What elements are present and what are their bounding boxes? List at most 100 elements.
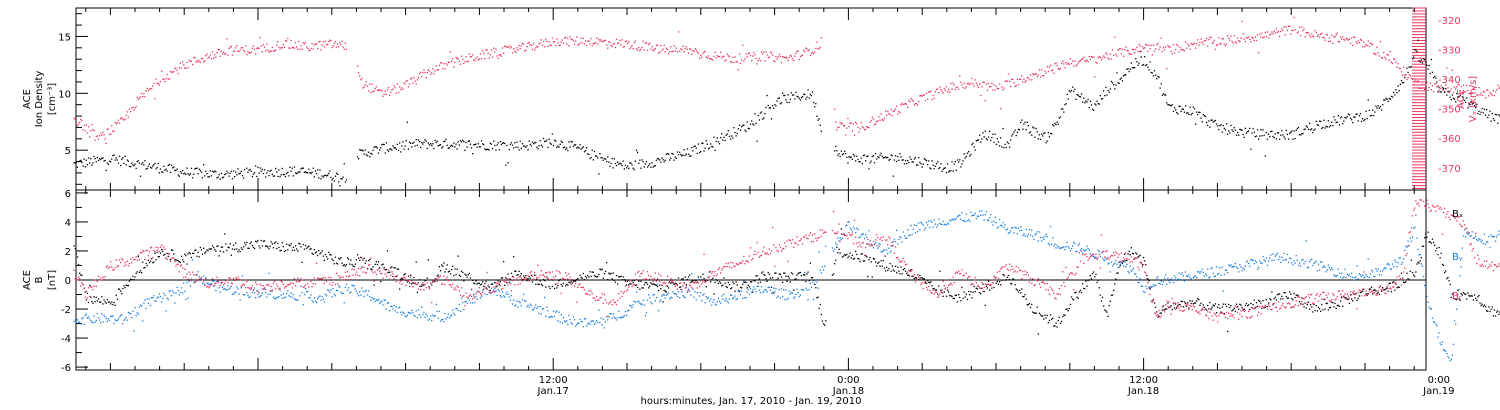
field-point-by [250, 288, 252, 290]
field-point-bx [1218, 304, 1220, 306]
velocity-point [230, 45, 232, 48]
field-point-by [713, 298, 715, 301]
density-point [391, 149, 393, 151]
density-point [1365, 110, 1367, 112]
field-point-by [1007, 232, 1010, 234]
density-point [575, 144, 577, 146]
field-point-by [632, 304, 634, 306]
density-point [623, 168, 625, 170]
velocity-point [707, 55, 710, 57]
field-point-by [1001, 225, 1003, 227]
field-point-bx [666, 285, 669, 287]
field-point-bx [959, 296, 961, 299]
velocity-point [1107, 57, 1109, 59]
velocity-point [198, 60, 200, 62]
field-point-bx [294, 245, 297, 247]
field-point-by [684, 296, 686, 299]
velocity-point [648, 43, 650, 46]
field-point-bx [1163, 309, 1166, 311]
field-point-by [113, 322, 115, 325]
field-point-by [1045, 233, 1047, 236]
density-point [84, 166, 86, 168]
field-point-by [887, 252, 889, 255]
field-point-bx [655, 284, 658, 286]
field-point-bx [1069, 303, 1072, 306]
velocity-point [623, 45, 625, 48]
field-point-by [762, 291, 764, 294]
velocity-point [93, 130, 95, 132]
density-point [738, 124, 741, 126]
density-point [902, 159, 904, 161]
density-point [196, 167, 198, 169]
density-point [803, 93, 805, 95]
density-point [920, 163, 922, 165]
density-point [442, 146, 444, 148]
field-point-bx [312, 253, 314, 255]
density-point [1497, 122, 1499, 124]
density-point [544, 140, 546, 143]
velocity-point [426, 72, 428, 74]
velocity-point [1028, 79, 1031, 81]
field-point-bx [1374, 289, 1376, 291]
field-point-bx [920, 277, 922, 279]
velocity-point [1219, 42, 1221, 45]
density-point [85, 159, 87, 161]
velocity-point [439, 62, 442, 64]
field-point-bx [1326, 302, 1328, 304]
field-point-bx [1170, 305, 1172, 307]
field-point-bx [124, 287, 126, 289]
field-point-by [965, 213, 967, 215]
velocity-point [158, 84, 160, 86]
field-point-by [997, 226, 1000, 228]
field-point-bx [965, 293, 967, 295]
density-point [145, 168, 147, 170]
field-point-by [73, 320, 75, 323]
field-point-by [705, 295, 707, 298]
velocity-point [387, 87, 390, 89]
field-point-by [339, 286, 341, 288]
velocity-point [860, 122, 862, 124]
velocity-point [588, 40, 590, 42]
field-point-by [255, 297, 257, 299]
density-point [99, 157, 101, 160]
field-point-by [315, 301, 318, 304]
velocity-point [658, 52, 660, 54]
field-point-by [748, 293, 751, 296]
density-point [1408, 66, 1410, 68]
density-point [1428, 64, 1430, 67]
field-point-by [248, 296, 250, 298]
density-point [718, 143, 721, 145]
density-point [1469, 103, 1471, 105]
field-point-by [89, 318, 91, 320]
density-point [687, 153, 690, 155]
density-point [1180, 110, 1182, 112]
density-point [1234, 129, 1236, 131]
density-point [1261, 135, 1263, 137]
velocity-point [1367, 40, 1369, 42]
density-point [474, 144, 476, 146]
velocity-point [884, 110, 887, 112]
field-point-bx [342, 264, 344, 267]
field-point-by [278, 296, 280, 298]
field-point-by [561, 322, 563, 324]
field-point-bx [778, 273, 780, 275]
field-point-bx [942, 295, 944, 297]
field-point-bx [804, 274, 806, 276]
density-point [1438, 86, 1440, 88]
field-point-bx [539, 280, 541, 282]
density-point [1270, 130, 1272, 133]
density-point [1483, 108, 1486, 110]
field-point-bx [1276, 294, 1279, 296]
field-point-bx [1290, 293, 1292, 295]
velocity-point [1074, 60, 1076, 62]
density-point [1152, 75, 1155, 77]
field-point-by [442, 318, 444, 321]
density-point [515, 146, 517, 148]
field-point-by [519, 302, 521, 304]
field-point-by [817, 287, 819, 289]
field-point-by [1018, 230, 1021, 232]
density-point [744, 129, 746, 131]
density-point [283, 173, 286, 176]
field-point-bx [1111, 294, 1114, 296]
field-point-by [317, 298, 319, 300]
